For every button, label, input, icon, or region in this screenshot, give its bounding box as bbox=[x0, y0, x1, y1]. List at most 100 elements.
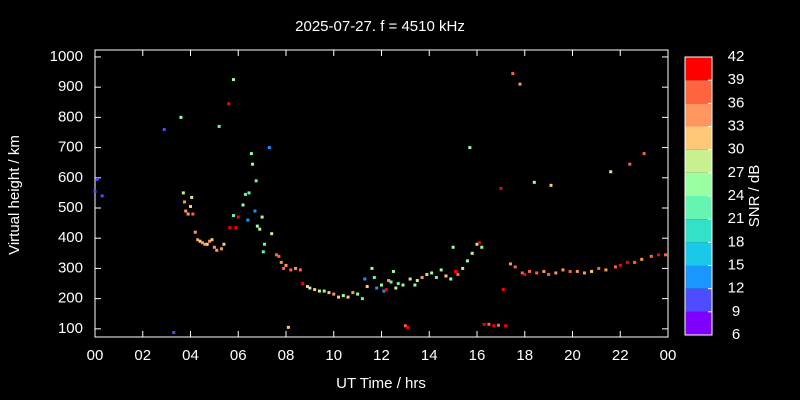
colorbar-tick-label: 33 bbox=[728, 117, 745, 134]
point bbox=[313, 288, 317, 292]
point bbox=[613, 265, 617, 269]
point bbox=[415, 279, 419, 283]
point bbox=[298, 268, 302, 272]
y-axis-label: Virtual height / km bbox=[6, 135, 23, 255]
x-tick-label: 12 bbox=[373, 347, 390, 364]
point bbox=[260, 215, 264, 219]
point bbox=[389, 280, 393, 284]
colorbar-label: SNR / dB bbox=[746, 165, 763, 228]
colorbar-swatch bbox=[685, 172, 712, 196]
colorbar-tick-label: 6 bbox=[732, 326, 740, 343]
point bbox=[277, 254, 281, 258]
x-tick-label: 16 bbox=[469, 347, 486, 364]
x-tick-label: 00 bbox=[660, 347, 677, 364]
point bbox=[193, 230, 197, 234]
colorbar-swatch bbox=[685, 126, 712, 150]
point bbox=[420, 275, 424, 279]
y-tick-label: 600 bbox=[58, 169, 83, 186]
y-tick-label: 500 bbox=[58, 199, 83, 216]
point bbox=[327, 291, 331, 295]
point bbox=[236, 215, 240, 219]
x-tick-label: 22 bbox=[612, 347, 629, 364]
point bbox=[190, 195, 194, 199]
point bbox=[380, 283, 383, 287]
point bbox=[408, 277, 412, 281]
colorbar-swatch bbox=[685, 265, 712, 289]
point bbox=[528, 269, 532, 273]
point bbox=[317, 289, 321, 293]
point bbox=[181, 191, 185, 195]
point bbox=[449, 277, 453, 281]
point bbox=[274, 253, 278, 257]
y-tick-label: 700 bbox=[58, 139, 83, 156]
point bbox=[496, 323, 500, 327]
point bbox=[222, 242, 226, 246]
point bbox=[430, 271, 434, 275]
point bbox=[482, 322, 486, 326]
point bbox=[351, 291, 355, 295]
point bbox=[172, 330, 176, 334]
point bbox=[511, 72, 515, 76]
x-tick-label: 10 bbox=[325, 347, 342, 364]
colorbar-swatch bbox=[685, 80, 712, 104]
point bbox=[532, 180, 536, 184]
point bbox=[253, 209, 257, 213]
colorbar-swatch bbox=[685, 149, 712, 173]
point bbox=[480, 245, 484, 249]
point bbox=[625, 260, 629, 264]
point bbox=[487, 322, 491, 326]
point bbox=[294, 266, 298, 270]
point bbox=[261, 250, 265, 254]
point bbox=[604, 268, 608, 272]
y-tick-label: 200 bbox=[58, 290, 83, 307]
point bbox=[633, 260, 637, 264]
point bbox=[332, 292, 336, 296]
point bbox=[561, 268, 565, 272]
point bbox=[267, 146, 271, 150]
point bbox=[535, 271, 539, 275]
point bbox=[403, 324, 407, 328]
point bbox=[270, 232, 274, 236]
point bbox=[258, 227, 262, 231]
point bbox=[220, 247, 224, 251]
point bbox=[396, 282, 400, 286]
x-tick-label: 06 bbox=[230, 347, 247, 364]
x-tick-label: 02 bbox=[134, 347, 151, 364]
point bbox=[413, 283, 417, 287]
point bbox=[179, 115, 183, 119]
point bbox=[263, 242, 267, 246]
y-tick-label: 800 bbox=[58, 108, 83, 125]
point bbox=[642, 152, 646, 156]
colorbar-swatch bbox=[685, 311, 712, 335]
point bbox=[370, 266, 374, 270]
colorbar-tick-label: 24 bbox=[728, 187, 745, 204]
point bbox=[254, 179, 258, 183]
point bbox=[301, 282, 305, 286]
point bbox=[504, 324, 508, 328]
chart-title: 2025-07-27. f = 4510 kHz bbox=[295, 18, 465, 35]
point bbox=[401, 283, 405, 287]
point bbox=[590, 269, 594, 273]
point bbox=[470, 251, 474, 255]
point bbox=[95, 177, 99, 181]
point bbox=[640, 257, 644, 261]
point bbox=[205, 242, 209, 246]
y-tick-label: 100 bbox=[58, 320, 83, 337]
y-tick-label: 400 bbox=[58, 229, 83, 246]
point bbox=[475, 242, 479, 246]
point bbox=[365, 285, 369, 289]
point bbox=[454, 269, 458, 273]
point bbox=[184, 209, 188, 213]
colorbar-swatch bbox=[685, 57, 712, 81]
x-tick-label: 20 bbox=[564, 347, 581, 364]
point bbox=[284, 263, 288, 267]
y-tick-label: 1000 bbox=[50, 48, 83, 65]
point bbox=[597, 266, 601, 270]
point bbox=[406, 325, 410, 329]
colorbar-tick-label: 12 bbox=[728, 280, 745, 297]
point bbox=[200, 241, 204, 245]
colorbar-tick-label: 18 bbox=[728, 233, 745, 250]
colorbar-tick-label: 21 bbox=[728, 210, 745, 227]
colorbar-swatch bbox=[685, 219, 712, 243]
